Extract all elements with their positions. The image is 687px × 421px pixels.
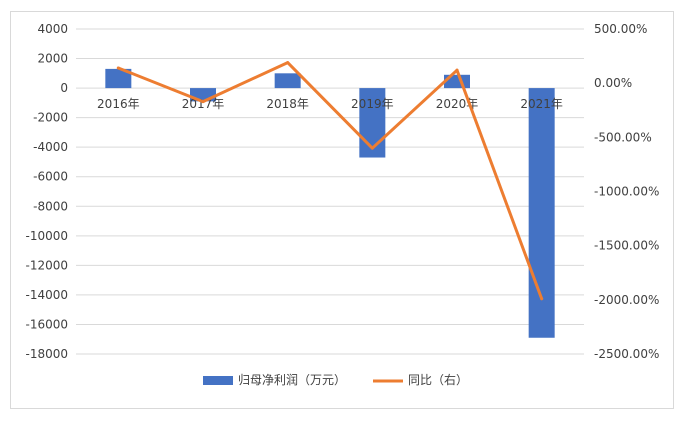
y-left-tick-label: -6000 [33,170,68,184]
y-left-tick-label: 4000 [37,22,68,36]
line-series [116,61,544,301]
y-right-tick-label: 500.00% [594,22,647,36]
y-right-tick-label: -2500.00% [594,347,659,361]
line-point [116,66,120,70]
y-right-tick-label: -500.00% [594,130,652,144]
y-left-tick-label: -8000 [33,199,68,213]
line-point [455,68,459,72]
line-point [286,61,290,65]
y-left-tick-label: 0 [60,81,68,95]
line-point [201,100,205,104]
y-left-tick-label: -18000 [25,347,68,361]
y-right-tick-label: 0.00% [594,76,632,90]
x-tick-label: 2016年 [97,97,140,111]
x-tick-label: 2017年 [182,97,225,111]
y-left-tick-label: -2000 [33,111,68,125]
bar [274,73,301,89]
y-right-tick-label: -1500.00% [594,239,659,253]
x-tick-label: 2021年 [520,97,563,111]
legend-label-bar: 归母净利润（万元） [238,373,346,387]
bar [359,88,386,158]
y-left-tick-label: -10000 [25,229,68,243]
y-left-tick-label: -4000 [33,140,68,154]
y-left-tick-label: -12000 [25,258,68,272]
bar [105,68,132,89]
x-tick-label: 2018年 [266,97,309,111]
line-point [540,297,544,301]
x-tick-label: 2019年 [351,97,394,111]
legend-label-line: 同比（右） [408,372,468,387]
line-point [370,146,374,150]
y-left-tick-label: -16000 [25,317,68,331]
legend-swatch-bar [203,376,233,385]
y-right-tick-label: -2000.00% [594,293,659,307]
y-left-tick-label: -14000 [25,288,68,302]
y-right-tick-label: -1000.00% [594,185,659,199]
bar [528,88,555,338]
y-left-tick-label: 2000 [37,52,68,66]
